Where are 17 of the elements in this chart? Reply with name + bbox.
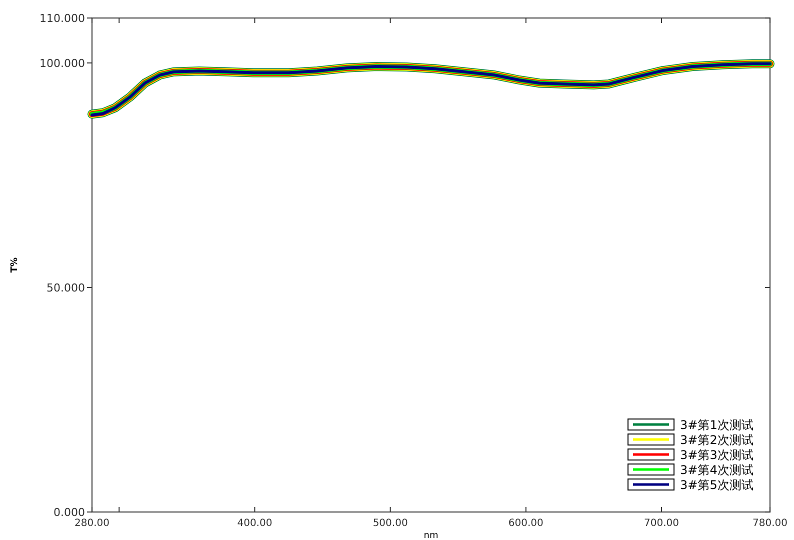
x-tick-label: 280.00 bbox=[74, 518, 110, 529]
x-tick-label: 500.00 bbox=[372, 518, 408, 529]
y-tick-label: 110.000 bbox=[40, 12, 85, 25]
legend-label: 3#第4次测试 bbox=[680, 463, 754, 477]
legend-label: 3#第3次测试 bbox=[680, 448, 754, 462]
y-tick-label: 50.000 bbox=[46, 281, 85, 294]
x-tick-label: 400.00 bbox=[237, 518, 272, 529]
y-axis-title: T% bbox=[10, 257, 20, 273]
legend-label: 3#第1次测试 bbox=[680, 418, 754, 432]
y-tick-label: 100.000 bbox=[40, 56, 85, 70]
legend-label: 3#第5次测试 bbox=[680, 478, 754, 492]
legend-label: 3#第2次测试 bbox=[680, 433, 754, 447]
x-tick-label: 780.00 bbox=[752, 518, 788, 529]
x-axis-title: nm bbox=[424, 531, 438, 540]
y-tick-label: 0.000 bbox=[54, 506, 85, 519]
x-tick-label: 600.00 bbox=[508, 518, 544, 529]
x-tick-label: 700.00 bbox=[644, 518, 680, 529]
